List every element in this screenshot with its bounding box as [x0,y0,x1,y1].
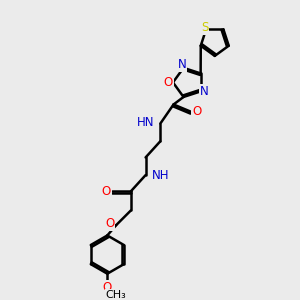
Text: S: S [201,21,208,34]
Text: N: N [178,58,186,71]
Text: HN: HN [137,116,154,129]
Text: N: N [200,85,208,98]
Text: O: O [105,217,114,230]
Text: CH₃: CH₃ [106,290,127,300]
Text: O: O [103,281,112,294]
Text: O: O [102,185,111,198]
Text: O: O [164,76,173,89]
Text: NH: NH [152,169,169,182]
Text: O: O [192,105,201,118]
